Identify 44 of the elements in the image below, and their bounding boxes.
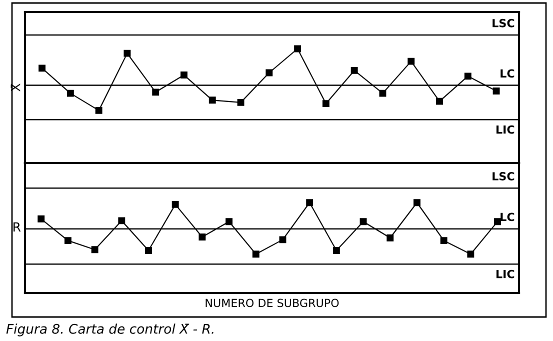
point <box>118 217 126 224</box>
point <box>379 90 386 97</box>
point <box>38 215 45 222</box>
ref-line-label: LC <box>500 212 514 222</box>
point <box>436 98 443 105</box>
point <box>492 88 500 94</box>
point <box>294 45 302 52</box>
point <box>440 237 448 244</box>
point <box>360 218 367 226</box>
point <box>386 234 394 242</box>
point <box>332 247 340 254</box>
point <box>172 200 179 208</box>
point <box>464 72 472 80</box>
point <box>124 50 131 57</box>
point <box>152 88 160 96</box>
point <box>38 64 46 72</box>
text: Figura 8. Carta de control X̄ - R. <box>6 324 214 336</box>
point <box>350 66 358 74</box>
point <box>226 218 233 226</box>
point <box>208 96 216 104</box>
point <box>252 250 260 258</box>
point <box>408 58 415 65</box>
point <box>91 246 98 254</box>
point <box>414 199 420 206</box>
point <box>322 100 330 108</box>
point <box>237 98 244 106</box>
point <box>467 250 474 258</box>
point <box>266 69 273 76</box>
ref-line-label: LIC <box>496 270 514 278</box>
point <box>64 237 72 244</box>
point <box>279 236 286 244</box>
x-axis-title: NUMERO DE SUBGRUPO <box>206 298 339 308</box>
ref-line-label: LSC <box>492 172 514 180</box>
point <box>145 247 152 254</box>
ref-line-label: LIC <box>496 125 514 134</box>
point <box>494 218 501 226</box>
point <box>95 106 102 114</box>
point <box>66 90 74 97</box>
point <box>180 72 188 78</box>
ref-line-label: LSC <box>492 18 514 28</box>
point <box>306 199 314 206</box>
y-axis-title: R <box>14 222 21 232</box>
ref-line-label: LC <box>500 69 514 78</box>
point <box>198 233 206 240</box>
